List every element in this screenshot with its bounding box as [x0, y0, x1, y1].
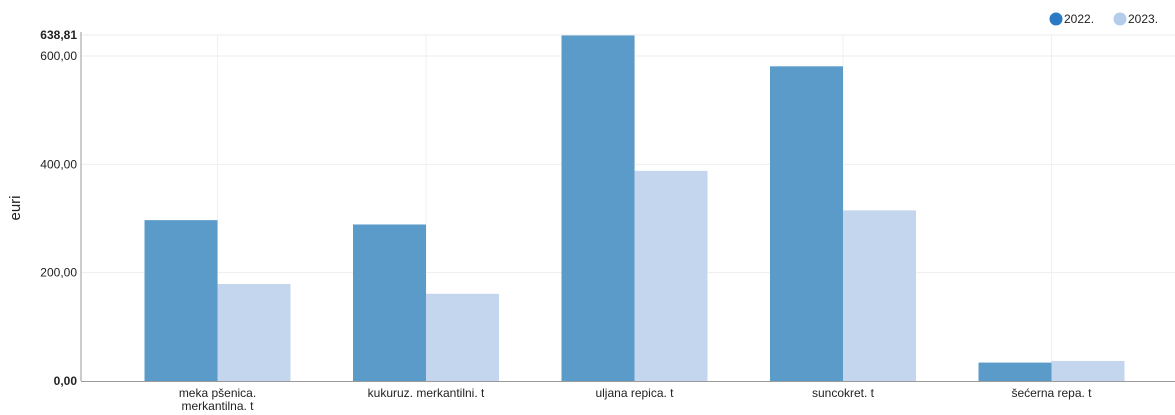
y-tick-label: 200,00 — [40, 266, 77, 280]
y-tick-label: 600,00 — [40, 49, 77, 63]
x-tick-label: meka pšenica. — [179, 386, 256, 400]
legend[interactable]: 2022. 2023. — [1049, 12, 1159, 26]
bar-series2[interactable] — [843, 210, 916, 381]
legend-label[interactable]: 2022. — [1064, 12, 1094, 26]
bar-series1[interactable] — [561, 35, 635, 381]
y-tick-label: 638,81 — [40, 28, 77, 42]
bars — [144, 35, 1125, 381]
y-tick-label: 0,00 — [54, 374, 78, 388]
bar-series1[interactable] — [144, 220, 218, 381]
x-tick-label: merkantilna. t — [181, 399, 254, 413]
legend-marker — [1113, 12, 1127, 26]
bar-series1[interactable] — [770, 66, 843, 381]
bar-series2[interactable] — [634, 170, 708, 381]
y-tick-label: 400,00 — [40, 157, 77, 171]
bar-series2[interactable] — [217, 284, 291, 381]
bar-series2[interactable] — [1051, 360, 1125, 381]
x-tick-label: kukuruz. merkantilni. t — [368, 386, 485, 400]
y-axis-title: euri — [7, 195, 24, 220]
x-tick-label: šećerna repa. t — [1011, 386, 1092, 400]
legend-label[interactable]: 2023. — [1128, 12, 1158, 26]
x-tick-label: suncokret. t — [812, 386, 875, 400]
bar-series1[interactable] — [978, 362, 1052, 381]
x-tick-label: uljana repica. t — [595, 386, 674, 400]
bar-series1[interactable] — [353, 224, 426, 381]
axes: 0,00 200,00 400,00 600,00 638,81 meka pšenica… — [40, 28, 1175, 413]
bar-series2[interactable] — [426, 293, 499, 381]
legend-marker — [1049, 12, 1063, 26]
